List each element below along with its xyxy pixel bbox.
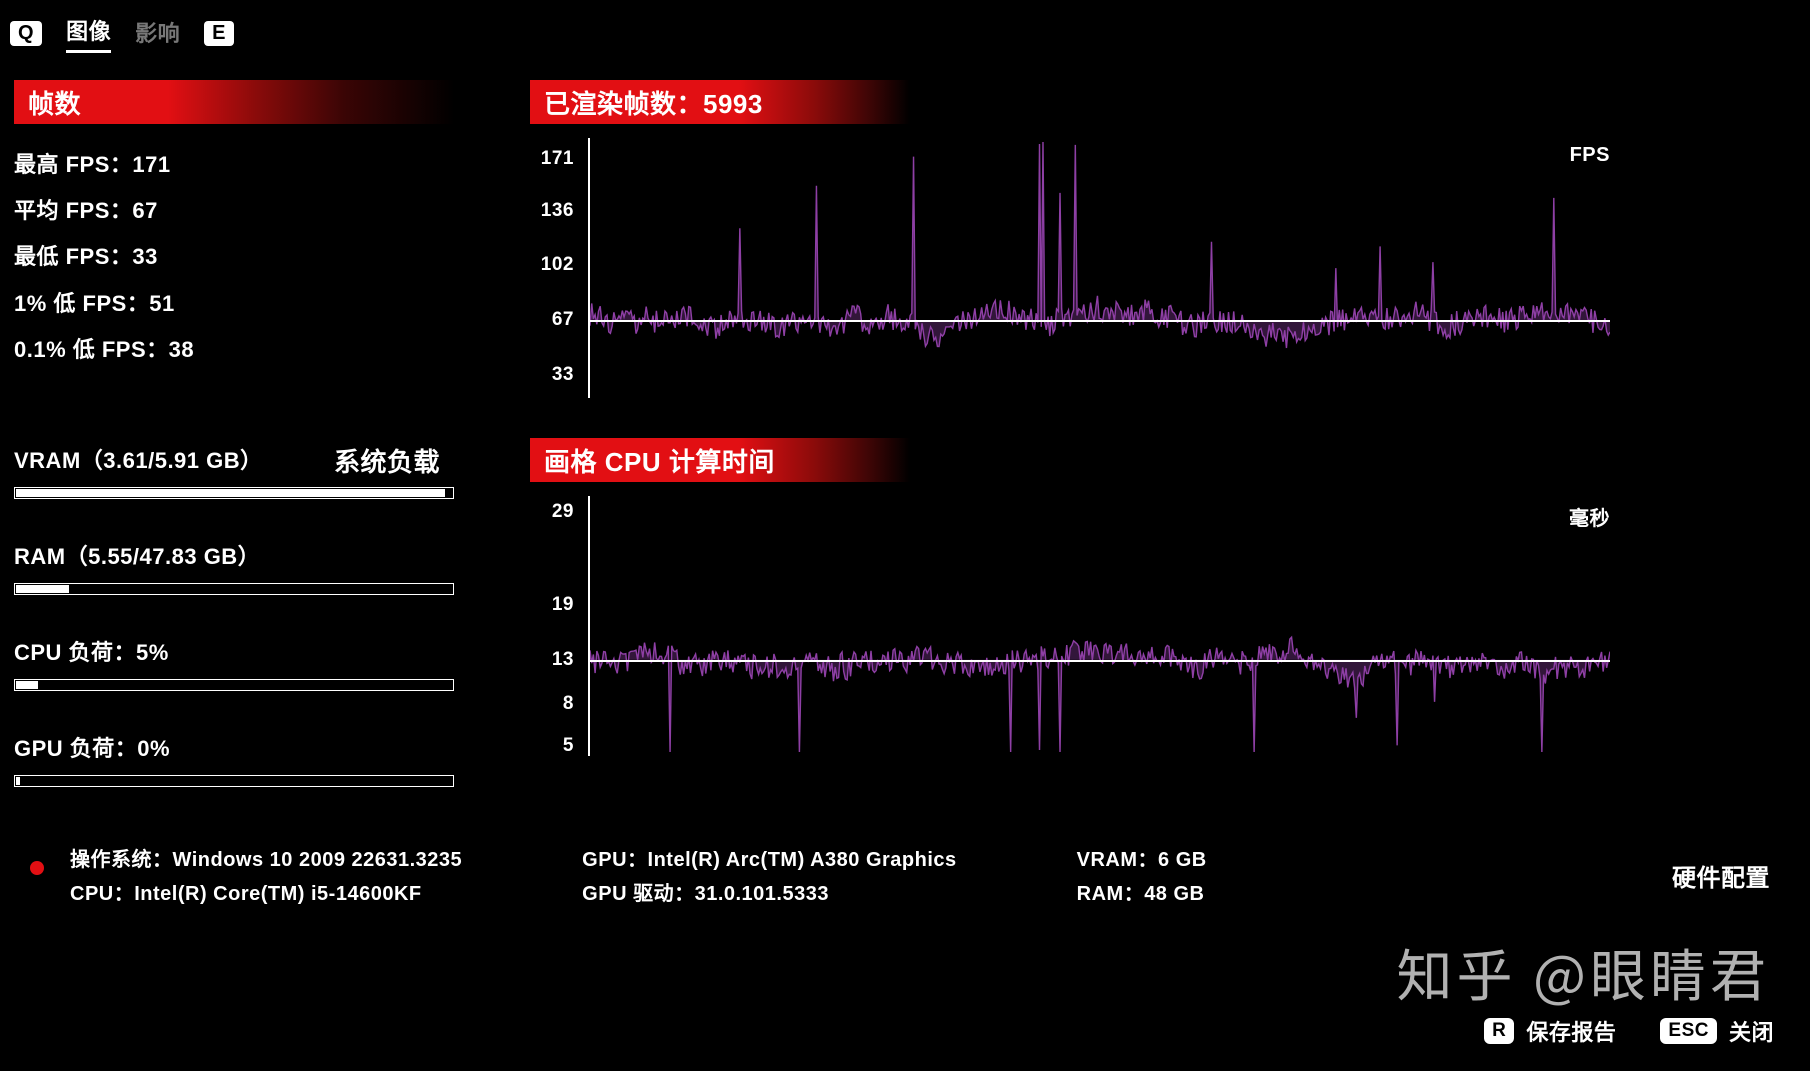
meter-cpu-label: CPU 负荷：5% [14,635,454,667]
stat-01pct-fps: 0.1% 低 FPS：38 [14,327,454,373]
meter-cpu-fill [16,681,38,689]
cpu-avg-line [590,660,1610,662]
close-button[interactable]: 关闭 [1729,1015,1774,1047]
stat-min-fps: 最低 FPS：33 [14,234,454,280]
meter-gpu: GPU 负荷：0% [14,731,454,787]
watermark: 知乎 @眼睛君 [1396,932,1770,1013]
tab-effect[interactable]: 影响 [135,16,180,52]
fps-chart-header: 已渲染帧数：5993 [530,80,910,124]
save-report-button[interactable]: 保存报告 [1526,1015,1616,1047]
hw-os: 操作系统：Windows 10 2009 22631.3235 [70,843,462,877]
frames-header: 帧数 [14,80,454,124]
ytick: 5 [563,735,574,757]
left-panel: 帧数 最高 FPS：171 平均 FPS：67 最低 FPS：33 1% 低 F… [14,80,454,827]
system-load-label: 系统负载 [334,442,440,479]
hw-cpu: CPU：Intel(R) Core(TM) i5-14600KF [70,877,462,911]
hardware-info: 操作系统：Windows 10 2009 22631.3235 CPU：Inte… [30,843,1770,911]
fps-chart-canvas [588,138,1610,398]
keycap-r[interactable]: R [1484,1018,1514,1044]
ytick: 67 [552,309,574,331]
record-dot-icon [30,861,44,875]
meter-vram-fill [16,489,445,497]
keycap-q[interactable]: Q [10,21,42,46]
meter-ram: RAM（5.55/47.83 GB） [14,539,454,595]
ytick: 29 [552,501,574,523]
meter-ram-label: RAM（5.55/47.83 GB） [14,539,454,571]
ytick: 136 [541,200,574,222]
hw-gpu: GPU：Intel(R) Arc(TM) A380 Graphics [582,843,956,877]
hw-ram: RAM：48 GB [1077,877,1207,911]
top-tab-bar: Q 图像 影响 E [10,14,234,53]
stat-1pct-fps: 1% 低 FPS：51 [14,281,454,327]
hw-vram: VRAM：6 GB [1077,843,1207,877]
meter-ram-fill [16,585,69,593]
footer-controls: R 保存报告 ESC 关闭 [1484,1015,1774,1047]
cpu-chart-canvas [588,496,1610,756]
keycap-esc[interactable]: ESC [1660,1018,1717,1044]
keycap-e[interactable]: E [204,21,234,46]
meter-gpu-fill [16,777,20,785]
fps-chart: FPS 1711361026733 [530,138,1610,398]
ytick: 102 [541,254,574,276]
cpu-chart: 毫秒 29191385 [530,496,1610,756]
ytick: 33 [552,364,574,386]
right-panel: 已渲染帧数：5993 FPS 1711361026733 画格 CPU 计算时间… [530,80,1610,756]
cpu-chart-header: 画格 CPU 计算时间 [530,438,910,482]
stat-max-fps: 最高 FPS：171 [14,142,454,188]
tab-image[interactable]: 图像 [66,14,111,53]
meter-gpu-label: GPU 负荷：0% [14,731,454,763]
ytick: 8 [563,693,574,715]
ytick: 19 [552,594,574,616]
meter-cpu: CPU 负荷：5% [14,635,454,691]
fps-avg-line [590,320,1610,322]
stat-avg-fps: 平均 FPS：67 [14,188,454,234]
hw-driver: GPU 驱动：31.0.101.5333 [582,877,956,911]
ytick: 171 [541,148,574,170]
hardware-title: 硬件配置 [1672,859,1770,900]
fps-stats: 最高 FPS：171 平均 FPS：67 最低 FPS：33 1% 低 FPS：… [14,142,454,373]
ytick: 13 [552,649,574,671]
